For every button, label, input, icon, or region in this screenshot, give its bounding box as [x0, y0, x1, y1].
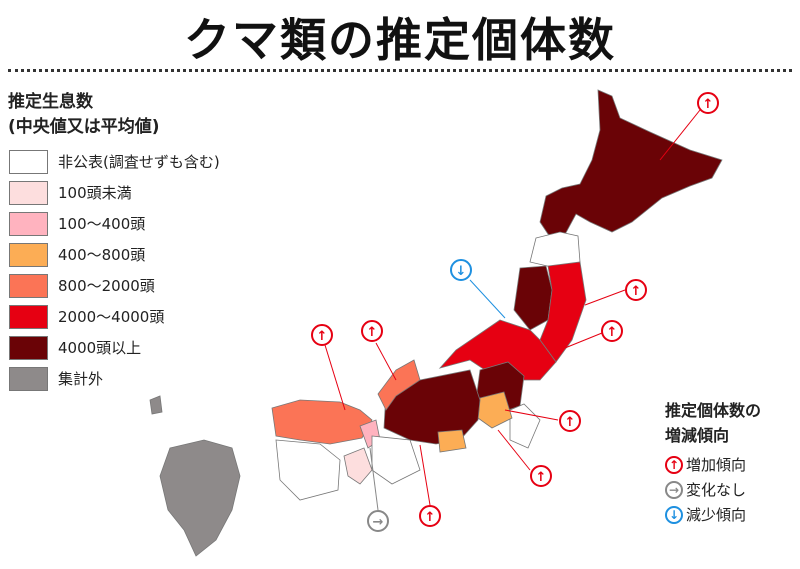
legend-swatch — [9, 335, 48, 360]
region-kinki-other — [371, 435, 421, 485]
region-kinki-south — [343, 447, 373, 485]
trend-legend: ↑ 増加傾向 → 変化なし ↓ 減少傾向 — [665, 452, 746, 527]
svg-text:↑: ↑ — [425, 510, 436, 525]
divider — [8, 69, 792, 72]
trend-up-icon: ↑ — [697, 92, 719, 114]
region-islands — [149, 395, 163, 415]
legend-label: 非公表(調査せずも含む) — [58, 153, 220, 171]
legend-heading: 推定生息数 (中央値又は平均値) — [8, 90, 160, 140]
trend-heading-line1: 推定個体数の — [665, 401, 762, 420]
trend-legend-item: ↑ 増加傾向 — [665, 452, 746, 477]
region-hokkaido — [539, 89, 723, 241]
trend-up-icon: ↑ — [361, 320, 383, 342]
legend-item: 集計外 — [9, 363, 220, 394]
svg-text:↑: ↑ — [565, 415, 576, 430]
arrow-right-icon: → — [665, 480, 683, 499]
population-legend: 非公表(調査せずも含む) 100頭未満 100〜400頭 400〜800頭 80… — [9, 146, 220, 394]
legend-label: 4000頭以上 — [58, 339, 142, 357]
legend-label: 100〜400頭 — [58, 215, 146, 233]
legend-heading-line2: (中央値又は平均値) — [8, 117, 160, 137]
legend-label: 100頭未満 — [58, 184, 132, 202]
svg-text:↑: ↑ — [317, 329, 328, 344]
trend-up-icon: ↑ — [559, 410, 581, 432]
arrow-down-icon: ↓ — [665, 505, 683, 524]
svg-text:↑: ↑ — [631, 284, 642, 299]
legend-item: 非公表(調査せずも含む) — [9, 146, 220, 177]
region-kyushu — [159, 439, 241, 557]
legend-item: 4000頭以上 — [9, 332, 220, 363]
trend-legend-item: ↓ 減少傾向 — [665, 502, 746, 527]
trend-up-icon: ↑ — [530, 465, 552, 487]
trend-legend-item: → 変化なし — [665, 477, 746, 502]
legend-swatch — [9, 149, 48, 174]
legend-swatch — [9, 180, 48, 205]
trend-label: 増加傾向 — [686, 456, 747, 474]
legend-swatch — [9, 366, 48, 391]
legend-item: 100〜400頭 — [9, 208, 220, 239]
trend-up-icon: ↑ — [311, 324, 333, 346]
page-title: クマ類の推定個体数 — [184, 13, 616, 67]
legend-swatch — [9, 211, 48, 236]
svg-text:↓: ↓ — [456, 264, 467, 279]
region-shizuoka — [437, 429, 467, 453]
svg-text:↑: ↑ — [703, 97, 714, 112]
legend-label: 800〜2000頭 — [58, 277, 155, 295]
legend-item: 400〜800頭 — [9, 239, 220, 270]
legend-swatch — [9, 242, 48, 267]
legend-label: 2000〜4000頭 — [58, 308, 165, 326]
legend-label: 集計外 — [58, 370, 104, 388]
region-shikoku — [275, 439, 341, 501]
svg-text:→: → — [373, 515, 384, 530]
legend-item: 100頭未満 — [9, 177, 220, 208]
trend-down-icon: ↓ — [450, 259, 472, 281]
svg-text:↑: ↑ — [607, 325, 618, 340]
legend-swatch — [9, 304, 48, 329]
svg-text:↑: ↑ — [367, 325, 378, 340]
region-hokuriku — [377, 359, 421, 411]
trend-label: 減少傾向 — [686, 506, 747, 524]
legend-item: 800〜2000頭 — [9, 270, 220, 301]
region-chubu — [383, 369, 481, 445]
trend-up-icon: ↑ — [419, 505, 441, 527]
legend-label: 400〜800頭 — [58, 246, 146, 264]
region-chugoku — [271, 399, 373, 445]
trend-up-icon: ↑ — [625, 279, 647, 301]
svg-text:↑: ↑ — [536, 470, 547, 485]
region-akita — [513, 265, 553, 331]
trend-flat-icon: → — [367, 510, 389, 532]
trend-heading-line2: 増減傾向 — [665, 426, 730, 445]
trend-legend-heading: 推定個体数の 増減傾向 — [665, 398, 761, 448]
arrow-up-icon: ↑ — [665, 455, 683, 474]
trend-label: 変化なし — [686, 481, 747, 499]
region-kanto-south — [509, 403, 541, 449]
legend-item: 2000〜4000頭 — [9, 301, 220, 332]
trend-up-icon: ↑ — [601, 320, 623, 342]
legend-swatch — [9, 273, 48, 298]
legend-heading-line1: 推定生息数 — [8, 92, 93, 112]
